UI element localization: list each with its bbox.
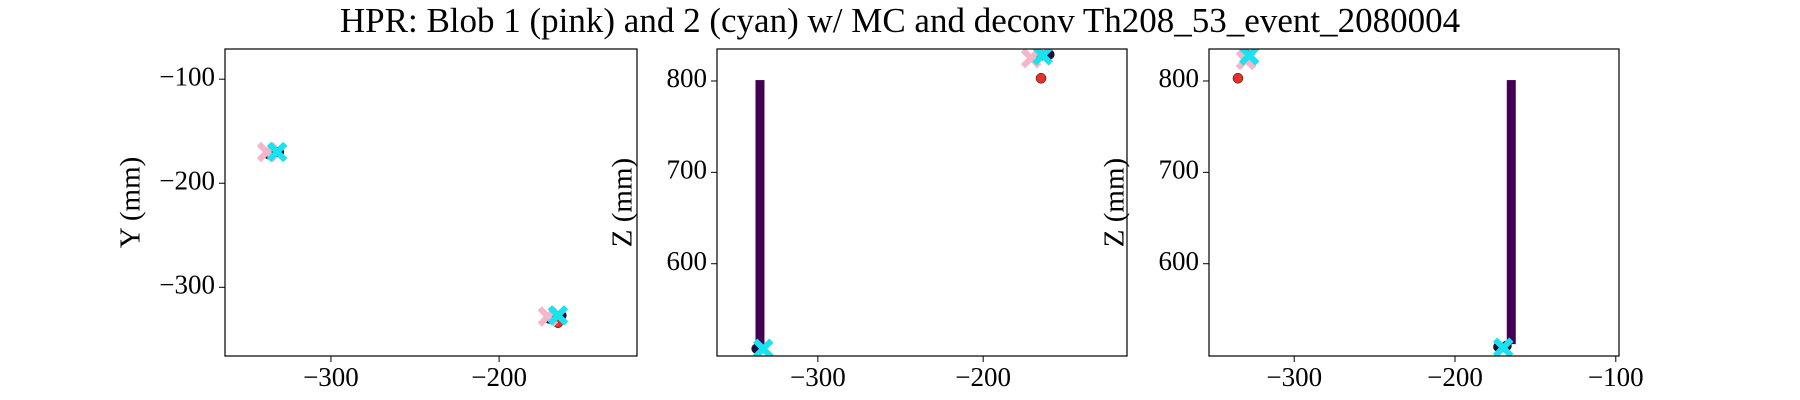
x-tick-label: −300 [1266, 362, 1322, 392]
y-tick-label: 800 [667, 63, 708, 93]
plot-area [256, 141, 569, 328]
x-marker [1032, 49, 1053, 66]
y-axis-label: Z (mm) [1099, 158, 1131, 247]
figure-title: HPR: Blob 1 (pink) and 2 (cyan) w/ MC an… [340, 1, 1460, 40]
bar [1506, 80, 1516, 345]
y-tick-label: −200 [159, 165, 215, 195]
y-tick-label: 700 [667, 155, 708, 185]
axes-frame [716, 48, 1128, 357]
y-tick-label: 600 [1159, 246, 1200, 276]
y-tick-label: −100 [159, 61, 215, 91]
subplot: −300 −200 −100 600 700 800 Z (mm) [1099, 48, 1644, 392]
plot-area [751, 49, 1055, 356]
y-tick-label: 600 [667, 246, 708, 276]
x-marker [1238, 49, 1260, 66]
subplot: −300 −200 −100 −200 −300 Y (mm) [115, 48, 638, 392]
axes-frame [1208, 48, 1620, 357]
point [1232, 72, 1244, 84]
x-marker [547, 305, 569, 326]
x-tick-label: −300 [303, 362, 359, 392]
x-tick-label: −200 [1427, 362, 1483, 392]
y-tick-label: 700 [1159, 155, 1200, 185]
y-axis-label: Y (mm) [115, 157, 147, 249]
subplot: −300 −200 600 700 800 Z (mm) [607, 48, 1128, 392]
plot-area [1232, 49, 1516, 356]
axes-frame [224, 48, 638, 357]
point [1035, 72, 1047, 84]
bar [755, 80, 765, 354]
x-marker [753, 338, 774, 356]
x-tick-label: −100 [1588, 362, 1644, 392]
x-marker [1492, 337, 1514, 356]
y-axis-label: Z (mm) [607, 158, 639, 247]
x-tick-label: −300 [790, 362, 846, 392]
x-tick-label: −200 [955, 362, 1011, 392]
x-marker [266, 141, 288, 163]
x-tick-label: −200 [471, 362, 527, 392]
y-tick-label: 800 [1159, 63, 1200, 93]
y-tick-label: −300 [159, 270, 215, 300]
